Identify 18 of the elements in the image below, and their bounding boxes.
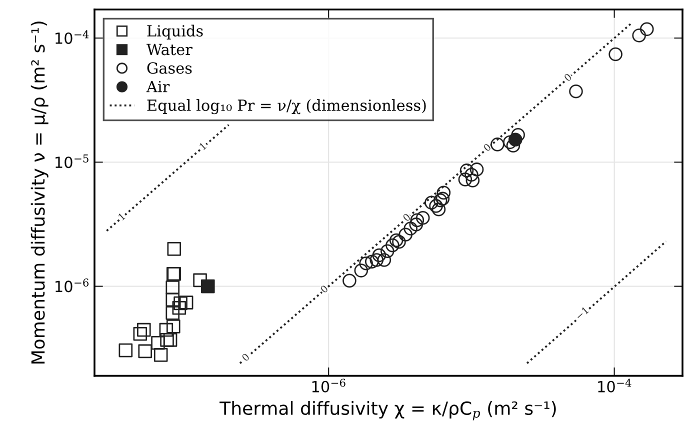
y-tick-label: 10$^{−4}$ (56, 30, 89, 44)
legend-label: Gases (147, 62, 192, 74)
legend-label: Water (146, 44, 192, 56)
annotation: 0 (402, 213, 411, 222)
legend-label: Air (146, 80, 170, 92)
legend-label: Equal log₁₀ Pr = ν/χ (dimensionless) (147, 99, 426, 114)
legend-label: Liquids (147, 24, 203, 40)
y-axis-title: Momentum diffusivity ν = μ/ρ (m² s⁻¹) (30, 22, 48, 364)
annotation: 0 (320, 284, 328, 294)
y-tick-label: 10$^{−6}$ (56, 278, 89, 292)
annotation: 0 (241, 352, 250, 362)
x-axis-title: Thermal diffusivity χ = κ/ρC$_{p}$ (m² s⁻¹) (220, 401, 556, 420)
annotation: 1 (198, 142, 206, 150)
y-tick-label: 10$^{−5}$ (56, 154, 88, 168)
annotation: 1 (118, 212, 126, 221)
annotation: −1 (575, 306, 589, 320)
annotation: 0 (482, 143, 492, 152)
annotation: 0 (564, 72, 572, 82)
